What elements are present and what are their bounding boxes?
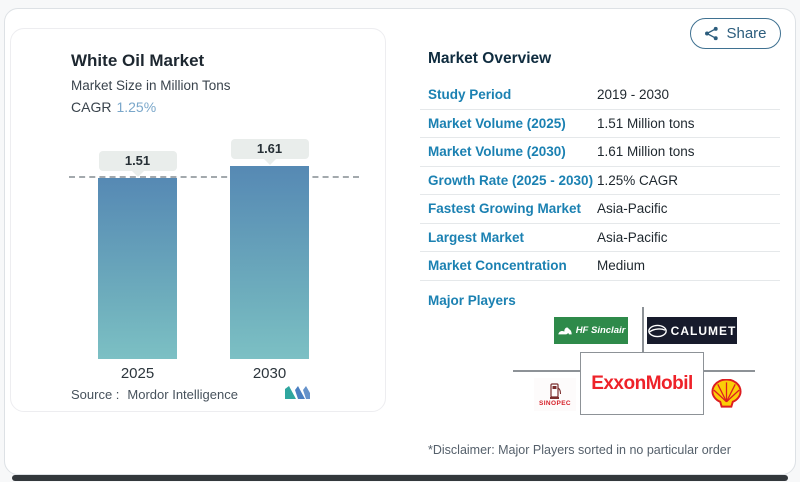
cagr-label: CAGR [71,99,112,115]
row-value: Medium [597,258,646,274]
row-value: 2019 - 2030 [597,87,670,103]
market-chart-card: White Oil Market Market Size in Million … [10,28,386,412]
x-axis-label-2030: 2030 [252,365,287,382]
source-attribution: Source : Mordor Intelligence [71,387,238,402]
row-value: 1.25% CAGR [597,172,679,188]
table-row: Study Period 2019 - 2030 [420,81,780,110]
bar-group-2025: 1.51 [98,151,177,359]
share-icon [705,26,719,41]
table-row: Growth Rate (2025 - 2030) 1.25% CAGR [420,167,780,195]
connector-right-line [704,370,755,372]
major-players-label: Major Players [428,293,516,308]
hf-sinclair-logo: HF Sinclair [554,317,628,344]
bar-value-label-2025: 1.51 [98,151,177,171]
exxonmobil-logo-box: ExxonMobil [580,352,704,415]
sinopec-label: SINOPEC [538,399,572,407]
table-row: Largest Market Asia-Pacific [420,224,780,252]
x-axis-label-2025: 2025 [120,365,155,382]
row-label: Market Volume (2030) [428,144,566,160]
row-label: Fastest Growing Market [428,201,582,217]
fuel-pump-icon [550,382,562,399]
calumet-label: CALUMET [670,323,737,338]
reference-dashed-line [69,176,359,178]
row-value: Asia-Pacific [597,229,668,245]
table-row: Market Concentration Medium [420,252,780,281]
bar-value-pointer [263,159,276,165]
mordor-intelligence-logo [285,386,310,399]
shell-logo [711,379,742,408]
bar-2030[interactable] [230,166,309,359]
chart-subtitle: Market Size in Million Tons [71,78,231,93]
exxonmobil-label: ExxonMobil [591,372,693,394]
dinosaur-icon [558,327,572,334]
hf-sinclair-label: HF Sinclair [575,325,626,336]
table-row: Fastest Growing Market Asia-Pacific [420,195,780,224]
row-label: Largest Market [428,229,525,245]
bar-value-pointer [131,171,144,177]
row-value: 1.51 Million tons [597,115,695,131]
connector-vertical-line [642,307,644,352]
bottom-edge-bar [12,475,788,481]
row-label: Market Concentration [428,258,567,274]
row-value: 1.61 Million tons [597,144,695,160]
calumet-oval-icon [647,324,667,337]
table-row: Market Volume (2030) 1.61 Million tons [420,138,780,167]
chart-title: White Oil Market [71,51,205,70]
table-row: Market Volume (2025) 1.51 Million tons [420,110,780,138]
row-label: Growth Rate (2025 - 2030) [428,172,594,188]
disclaimer-text: *Disclaimer: Major Players sorted in no … [428,443,731,457]
source-value: Mordor Intelligence [127,387,238,402]
bar-group-2030: 1.61 [230,139,309,359]
overview-table: Study Period 2019 - 2030 Market Volume (… [420,81,780,281]
cagr-value: 1.25% [116,99,157,115]
connector-left-line [513,370,580,372]
share-button[interactable]: Share [690,18,781,49]
source-label: Source : [71,387,120,402]
bar-value-label-2030: 1.61 [230,139,309,159]
bar-chart-plot: 1.51 1.61 [11,139,387,359]
bar-2025[interactable] [98,178,177,359]
sinopec-logo: SINOPEC [534,378,576,411]
cagr-line: CAGR 1.25% [71,99,156,115]
calumet-logo: CALUMET [647,317,737,344]
share-button-label: Share [726,25,767,42]
row-value: Asia-Pacific [597,201,668,217]
row-label: Study Period [428,87,512,103]
overview-heading: Market Overview [428,50,552,67]
row-label: Market Volume (2025) [428,115,566,131]
